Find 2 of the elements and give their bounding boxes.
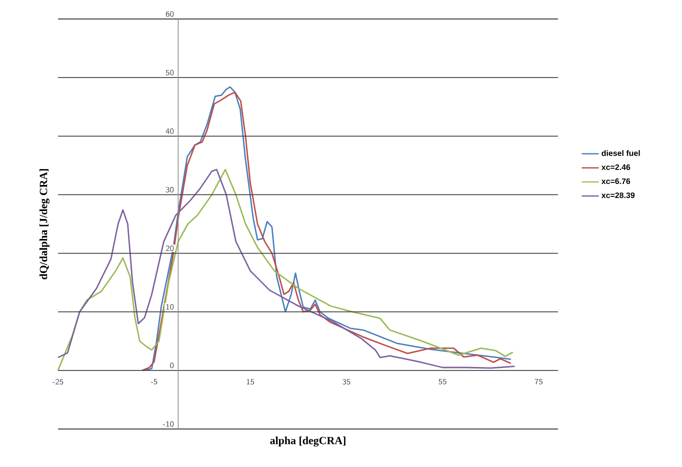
x-axis-title: alpha [degCRA]: [270, 436, 346, 447]
y-axis-title: dQ/dalpha [J/deg CRA]: [39, 169, 50, 280]
